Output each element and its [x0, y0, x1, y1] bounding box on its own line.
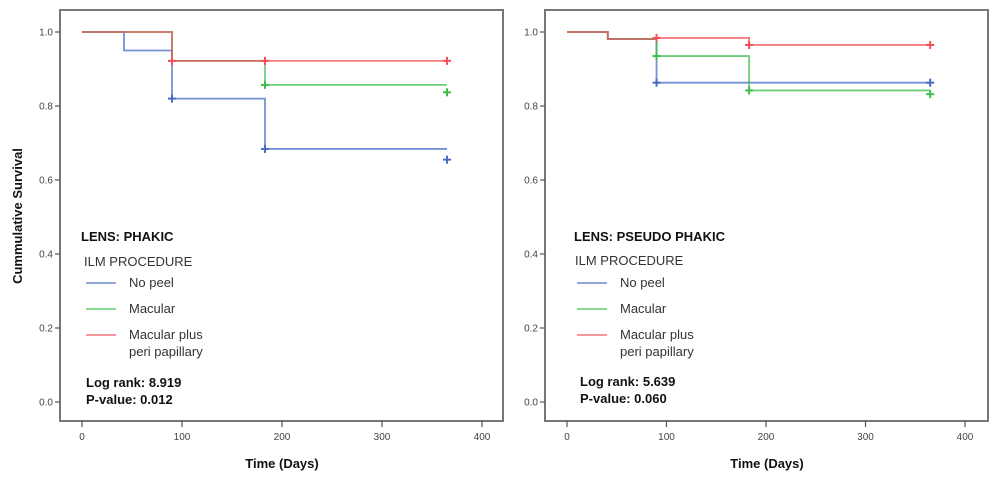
- chart-phakic: 0.0 0.2 0.4 0.6 0.8 1.0 0 100 200 300 400 Cummulat…: [10, 9, 504, 471]
- x-tick-label: 300: [374, 432, 391, 443]
- y-tick-label: 0.6: [39, 176, 53, 187]
- y-tick-label: 1.0: [39, 28, 53, 39]
- censor-mark-no-peel: [443, 155, 451, 164]
- log-rank-label: Log rank: 5.639: [580, 374, 675, 389]
- legend-label: Macular plus: [129, 327, 203, 342]
- plot-frame: [59, 9, 504, 422]
- y-tick-label: 0.8: [39, 102, 53, 113]
- legend: No peel Macular Macular plus peri papillary: [577, 275, 694, 359]
- series-line-macular-plus: [82, 31, 447, 62]
- censor-mark-no-peel: [926, 78, 935, 87]
- y-tick-label: 0.2: [39, 324, 53, 335]
- lens-title: LENS: PSEUDO PHAKIC: [574, 229, 726, 244]
- censor-mark-macular: [261, 80, 269, 89]
- lens-title: LENS: PHAKIC: [81, 229, 174, 244]
- y-axis-title: Cummulative Survival: [10, 148, 25, 284]
- x-tick-label: 400: [474, 432, 491, 443]
- censor-mark-macular-plus: [443, 56, 451, 65]
- censor-mark-macular-plus: [926, 40, 935, 49]
- legend-label: No peel: [129, 275, 174, 290]
- y-tick-label: 0.0: [39, 398, 53, 409]
- axis-ticks: 0.0 0.2 0.4 0.6 0.8 1.0 0 100 200 300 400: [39, 28, 491, 444]
- x-tick-label: 100: [658, 432, 675, 443]
- x-axis-title: Time (Days): [245, 456, 318, 471]
- censor-mark-macular: [652, 52, 661, 61]
- p-value-label: P-value: 0.060: [580, 391, 667, 406]
- legend-label: No peel: [620, 275, 665, 290]
- legend-title: ILM PROCEDURE: [575, 253, 684, 268]
- legend-label: Macular: [129, 301, 176, 316]
- censor-mark-macular-plus: [168, 56, 176, 65]
- censor-mark-no-peel: [652, 78, 661, 87]
- legend-item-no-peel: No peel: [577, 275, 665, 290]
- censor-mark-no-peel: [261, 144, 269, 153]
- x-tick-label: 0: [79, 432, 85, 443]
- x-axis-title: Time (Days): [730, 456, 803, 471]
- p-value-label: P-value: 0.012: [86, 392, 173, 407]
- x-tick-label: 300: [857, 432, 874, 443]
- x-tick-label: 100: [174, 432, 191, 443]
- legend-title: ILM PROCEDURE: [84, 254, 193, 269]
- censor-mark-no-peel: [168, 94, 176, 103]
- censor-mark-macular-plus: [261, 56, 269, 65]
- x-tick-label: 200: [758, 432, 775, 443]
- censor-mark-macular: [443, 88, 451, 97]
- censor-mark-macular: [926, 90, 935, 99]
- legend-label: peri papillary: [620, 344, 694, 359]
- legend-item-no-peel: No peel: [86, 275, 174, 290]
- x-tick-label: 0: [564, 432, 570, 443]
- axis-ticks: 0.0 0.2 0.4 0.6 0.8 1.0 0 100 200 300 400: [524, 28, 974, 444]
- plot-frame: [544, 9, 989, 422]
- legend-item-macular: Macular: [86, 301, 176, 316]
- series-group: [82, 31, 451, 164]
- x-tick-label: 400: [957, 432, 974, 443]
- legend-label: Macular plus: [620, 327, 694, 342]
- y-tick-label: 0.8: [524, 102, 538, 113]
- y-tick-label: 0.4: [39, 250, 53, 261]
- legend-label: peri papillary: [129, 344, 203, 359]
- y-tick-label: 0.0: [524, 398, 538, 409]
- censor-mark-macular: [745, 86, 754, 95]
- censor-mark-macular-plus: [745, 40, 754, 49]
- legend-item-macular-plus: Macular plus peri papillary: [577, 327, 694, 359]
- legend-item-macular: Macular: [577, 301, 667, 316]
- x-tick-label: 200: [274, 432, 291, 443]
- series-group: [567, 31, 935, 99]
- y-tick-label: 1.0: [524, 28, 538, 39]
- y-tick-label: 0.2: [524, 324, 538, 335]
- log-rank-label: Log rank: 8.919: [86, 375, 181, 390]
- legend-item-macular-plus: Macular plus peri papillary: [86, 327, 203, 359]
- y-tick-label: 0.4: [524, 250, 538, 261]
- series-line-no-peel: [82, 31, 447, 150]
- legend: No peel Macular Macular plus peri papillary: [86, 275, 203, 359]
- chart-pseudo-phakic: 0.0 0.2 0.4 0.6 0.8 1.0 0 100 200 300 400 Time (Da…: [524, 9, 989, 471]
- legend-label: Macular: [620, 301, 667, 316]
- censor-mark-macular-plus: [652, 33, 661, 42]
- y-tick-label: 0.6: [524, 176, 538, 187]
